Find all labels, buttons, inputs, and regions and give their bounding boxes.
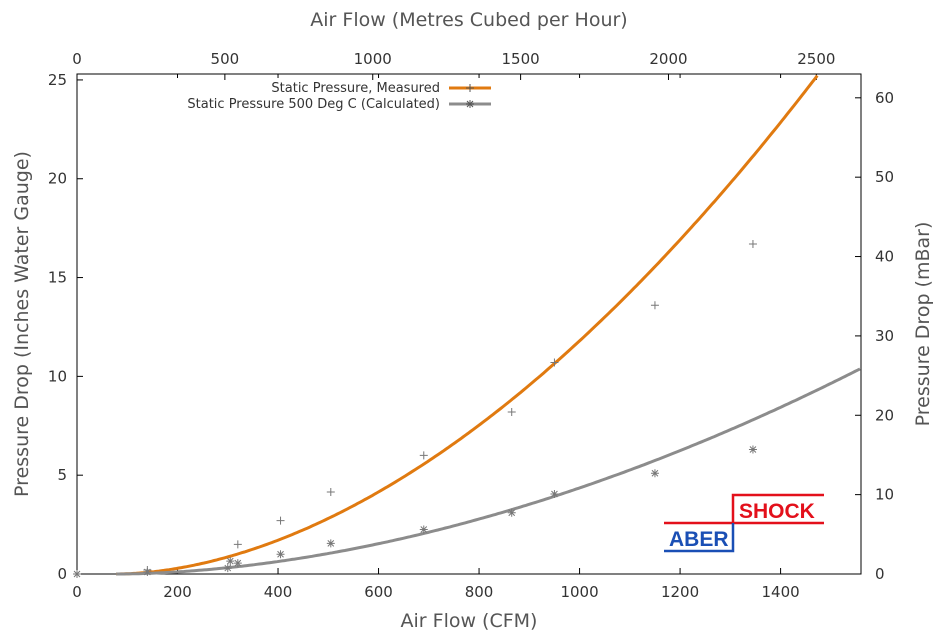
data-point <box>748 239 757 248</box>
y-tick-label: 0 <box>57 565 67 583</box>
x2-axis-title: Air Flow (Metres Cubed per Hour) <box>310 9 627 31</box>
data-point <box>326 539 335 548</box>
data-point <box>419 525 428 534</box>
data-point <box>73 570 81 578</box>
y-tick-label: 25 <box>48 71 67 89</box>
y2-tick-label: 30 <box>875 327 894 345</box>
fit-curves <box>116 74 861 576</box>
data-point <box>223 564 232 573</box>
x-tick-label: 400 <box>264 583 293 601</box>
plot-area <box>76 73 862 575</box>
y2-axis-title: Pressure Drop (mBar) <box>912 222 934 427</box>
y2-tick-label: 10 <box>875 486 894 504</box>
x-tick-label: 1000 <box>560 583 598 601</box>
data-point <box>143 568 152 577</box>
data-point <box>233 559 242 568</box>
legend: Static Pressure, Measured Static Pressur… <box>187 81 491 112</box>
data-point <box>326 487 335 496</box>
legend-label-measured: Static Pressure, Measured <box>271 81 440 96</box>
x-tick-label: 600 <box>364 583 393 601</box>
data-point <box>650 469 659 478</box>
x-tick-label: 1400 <box>761 583 799 601</box>
y-tick-label: 15 <box>48 269 67 287</box>
data-point <box>226 557 235 566</box>
y-axis-title: Pressure Drop (Inches Water Gauge) <box>11 151 33 497</box>
logo-blue-bracket <box>664 523 735 553</box>
y2-tick-label: 20 <box>875 406 894 424</box>
data-point <box>276 516 285 525</box>
data-point <box>507 508 516 517</box>
fit-curve-1 <box>116 367 861 576</box>
x-tick-label: 1200 <box>661 583 699 601</box>
x-tick-label: 0 <box>72 583 82 601</box>
x2-tick-label: 2000 <box>649 50 687 68</box>
legend-marker-calculated <box>466 100 474 108</box>
legend-marker-measured <box>466 84 474 92</box>
data-point <box>419 451 428 460</box>
x2-tick-label: 2500 <box>797 50 835 68</box>
legend-label-calculated: Static Pressure 500 Deg C (Calculated) <box>187 97 440 112</box>
y2-tick-label: 50 <box>875 168 894 186</box>
y2-tick-label: 0 <box>875 565 885 583</box>
data-point <box>748 445 757 454</box>
y-tick-label: 5 <box>57 466 67 484</box>
logo-red-bracket <box>664 493 824 525</box>
data-point <box>233 540 242 549</box>
y-tick-label: 20 <box>48 170 67 188</box>
x2-tick-label: 1000 <box>354 50 392 68</box>
fit-curve-0 <box>116 74 819 576</box>
logo-text-left: ABER <box>669 528 729 551</box>
x-tick-label: 800 <box>465 583 494 601</box>
x-tick-label: 200 <box>163 583 192 601</box>
data-points <box>73 239 757 578</box>
x2-tick-label: 1500 <box>502 50 540 68</box>
y2-tick-label: 60 <box>875 89 894 107</box>
abershock-logo: SHOCK ABER <box>664 493 824 553</box>
data-point <box>507 407 516 416</box>
data-point <box>550 489 559 498</box>
data-point <box>276 550 285 559</box>
x-axis-title: Air Flow (CFM) <box>401 610 538 632</box>
data-point <box>650 301 659 310</box>
data-point <box>550 358 559 367</box>
x2-tick-label: 0 <box>72 50 82 68</box>
logo-text-right: SHOCK <box>739 500 815 523</box>
y-tick-label: 10 <box>48 367 67 385</box>
y2-tick-label: 40 <box>875 248 894 266</box>
x2-tick-label: 500 <box>211 50 240 68</box>
